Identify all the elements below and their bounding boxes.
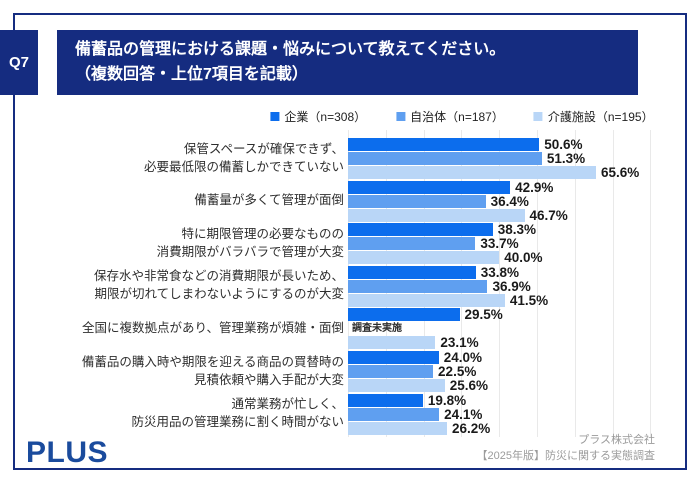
bar-2-series-2	[348, 251, 500, 265]
legend-item-2: 介護施設（n=195）	[533, 108, 654, 125]
source-company: プラス株式会社	[578, 434, 655, 446]
bar-6-series-1	[348, 407, 440, 421]
category-label-line: 備蓄品の購入時や期限を迎える商品の買替時の	[81, 354, 344, 369]
bar-value-label: 22.5%	[438, 364, 477, 379]
bar-6-series-0	[348, 393, 423, 407]
chart-legend: 企業（n=308） 自治体（n=187） 介護施設（n=195）	[270, 108, 654, 125]
legend-swatch-icon	[396, 112, 406, 121]
gridline-70pct	[612, 130, 614, 437]
bar-3-series-0	[348, 265, 476, 279]
bar-value-label: 40.0%	[504, 250, 543, 266]
legend-item-1: 自治体（n=187）	[396, 108, 504, 125]
category-label-1: 備蓄量が多くて管理が面倒	[20, 191, 344, 209]
category-label-line: 特に期限管理の必要なものの	[181, 226, 344, 241]
bar-value-label: 33.8%	[480, 264, 520, 280]
bar-value-label: 23.1%	[440, 335, 479, 351]
source-survey-title: 【2025年版】防災に関する実態調査	[476, 449, 655, 462]
category-label-line: 消費期限がバラバラで管理が大変	[156, 244, 344, 259]
bar-4-series-2	[348, 336, 436, 350]
bar-1-series-1	[348, 194, 486, 208]
bar-value-label: 51.3%	[546, 151, 586, 166]
category-label-3: 保存水や非常食などの消費期限が長いため、 期限が切れてしまわないようにするのが大変	[20, 267, 344, 303]
bar-0-series-0	[348, 138, 540, 151]
question-number-badge: Q7	[0, 30, 38, 95]
bar-1-series-2	[348, 208, 525, 222]
bar-0-series-2	[348, 166, 596, 179]
category-label-0: 保管スペースが確保できず、必要最低限の備蓄しかできていない	[20, 140, 344, 176]
question-title-line2: （複数回答・上位7項目を記載）	[75, 65, 308, 83]
bar-0-series-1	[348, 152, 542, 165]
legend-label: 自治体（n=187）	[410, 110, 504, 124]
category-label-line: 保存水や非常食などの消費期限が長いため、	[93, 269, 344, 284]
bar-value-label: 36.4%	[490, 193, 529, 209]
category-label-line: 通常業務が忙しく、	[231, 397, 344, 412]
plus-logo: PLUS	[26, 436, 109, 469]
category-label-5: 備蓄品の購入時や期限を迎える商品の買替時の見積依頼や購入手配が大変	[20, 353, 344, 389]
gridline-60pct	[574, 130, 576, 437]
bar-5-series-0	[348, 351, 439, 364]
question-title-box: 備蓄品の管理における課題・悩みについて教えてください。 （複数回答・上位7項目を…	[57, 30, 638, 95]
bar-6-series-2	[348, 421, 448, 435]
source-attribution: プラス株式会社 【2025年版】防災に関する実態調査	[477, 433, 655, 465]
bar-value-label: 46.7%	[529, 207, 568, 223]
bar-2-series-0	[348, 223, 493, 237]
bar-value-label: 36.9%	[492, 278, 531, 294]
gridline-50pct	[537, 130, 538, 437]
category-label-4: 全国に複数拠点があり、管理業務が煩雑・面倒	[20, 319, 344, 337]
gridline-40pct	[499, 130, 501, 437]
bar-value-label: 26.2%	[452, 420, 491, 436]
bar-3-series-2	[348, 293, 505, 307]
missing-data-note: 調査未実施	[352, 323, 402, 335]
legend-swatch-icon	[533, 112, 543, 121]
bar-value-label: 33.7%	[480, 236, 519, 252]
bar-value-label: 65.6%	[600, 165, 640, 180]
bar-value-label: 24.1%	[444, 406, 483, 422]
category-label-line: 必要最低限の備蓄しかできていない	[143, 159, 344, 174]
bar-value-label: 29.5%	[464, 307, 503, 323]
category-label-line: 備蓄量が多くて管理が面倒	[194, 193, 344, 208]
category-label-line: 防災用品の管理業務に割く時間がない	[131, 415, 344, 430]
bar-value-label: 41.5%	[509, 292, 549, 308]
bar-1-series-0	[348, 180, 511, 194]
bar-3-series-1	[348, 279, 488, 293]
bar-value-label: 24.0%	[443, 350, 482, 365]
legend-label: 介護施設（n=195）	[547, 110, 654, 124]
bar-5-series-1	[348, 365, 434, 378]
bar-4-series-0	[348, 308, 460, 322]
bar-value-label: 38.3%	[497, 222, 537, 238]
bar-value-label: 19.8%	[427, 392, 467, 408]
category-label-line: 保管スペースが確保できず、	[183, 141, 344, 156]
category-label-line: 見積依頼や購入手配が大変	[193, 372, 344, 387]
bar-value-label: 50.6%	[544, 137, 583, 152]
category-label-2: 特に期限管理の必要なものの消費期限がバラバラで管理が大変	[20, 225, 344, 261]
category-label-line: 全国に複数拠点があり、管理業務が煩雑・面倒	[81, 320, 344, 335]
legend-swatch-icon	[270, 112, 280, 121]
bar-2-series-1	[348, 237, 476, 251]
bar-value-label: 25.6%	[449, 378, 489, 393]
bar-value-label: 42.9%	[515, 179, 554, 195]
legend-item-0: 企業（n=308）	[270, 108, 366, 125]
gridline-80pct	[650, 130, 652, 437]
category-label-line: 期限が切れてしまわないようにするのが大変	[94, 287, 344, 302]
question-number: Q7	[8, 54, 29, 71]
question-title-line1: 備蓄品の管理における課題・悩みについて教えてください。	[75, 40, 506, 58]
bar-5-series-2	[348, 379, 445, 392]
category-label-6: 通常業務が忙しく、防災用品の管理業務に割く時間がない	[20, 395, 344, 431]
legend-label: 企業（n=308）	[284, 110, 367, 124]
